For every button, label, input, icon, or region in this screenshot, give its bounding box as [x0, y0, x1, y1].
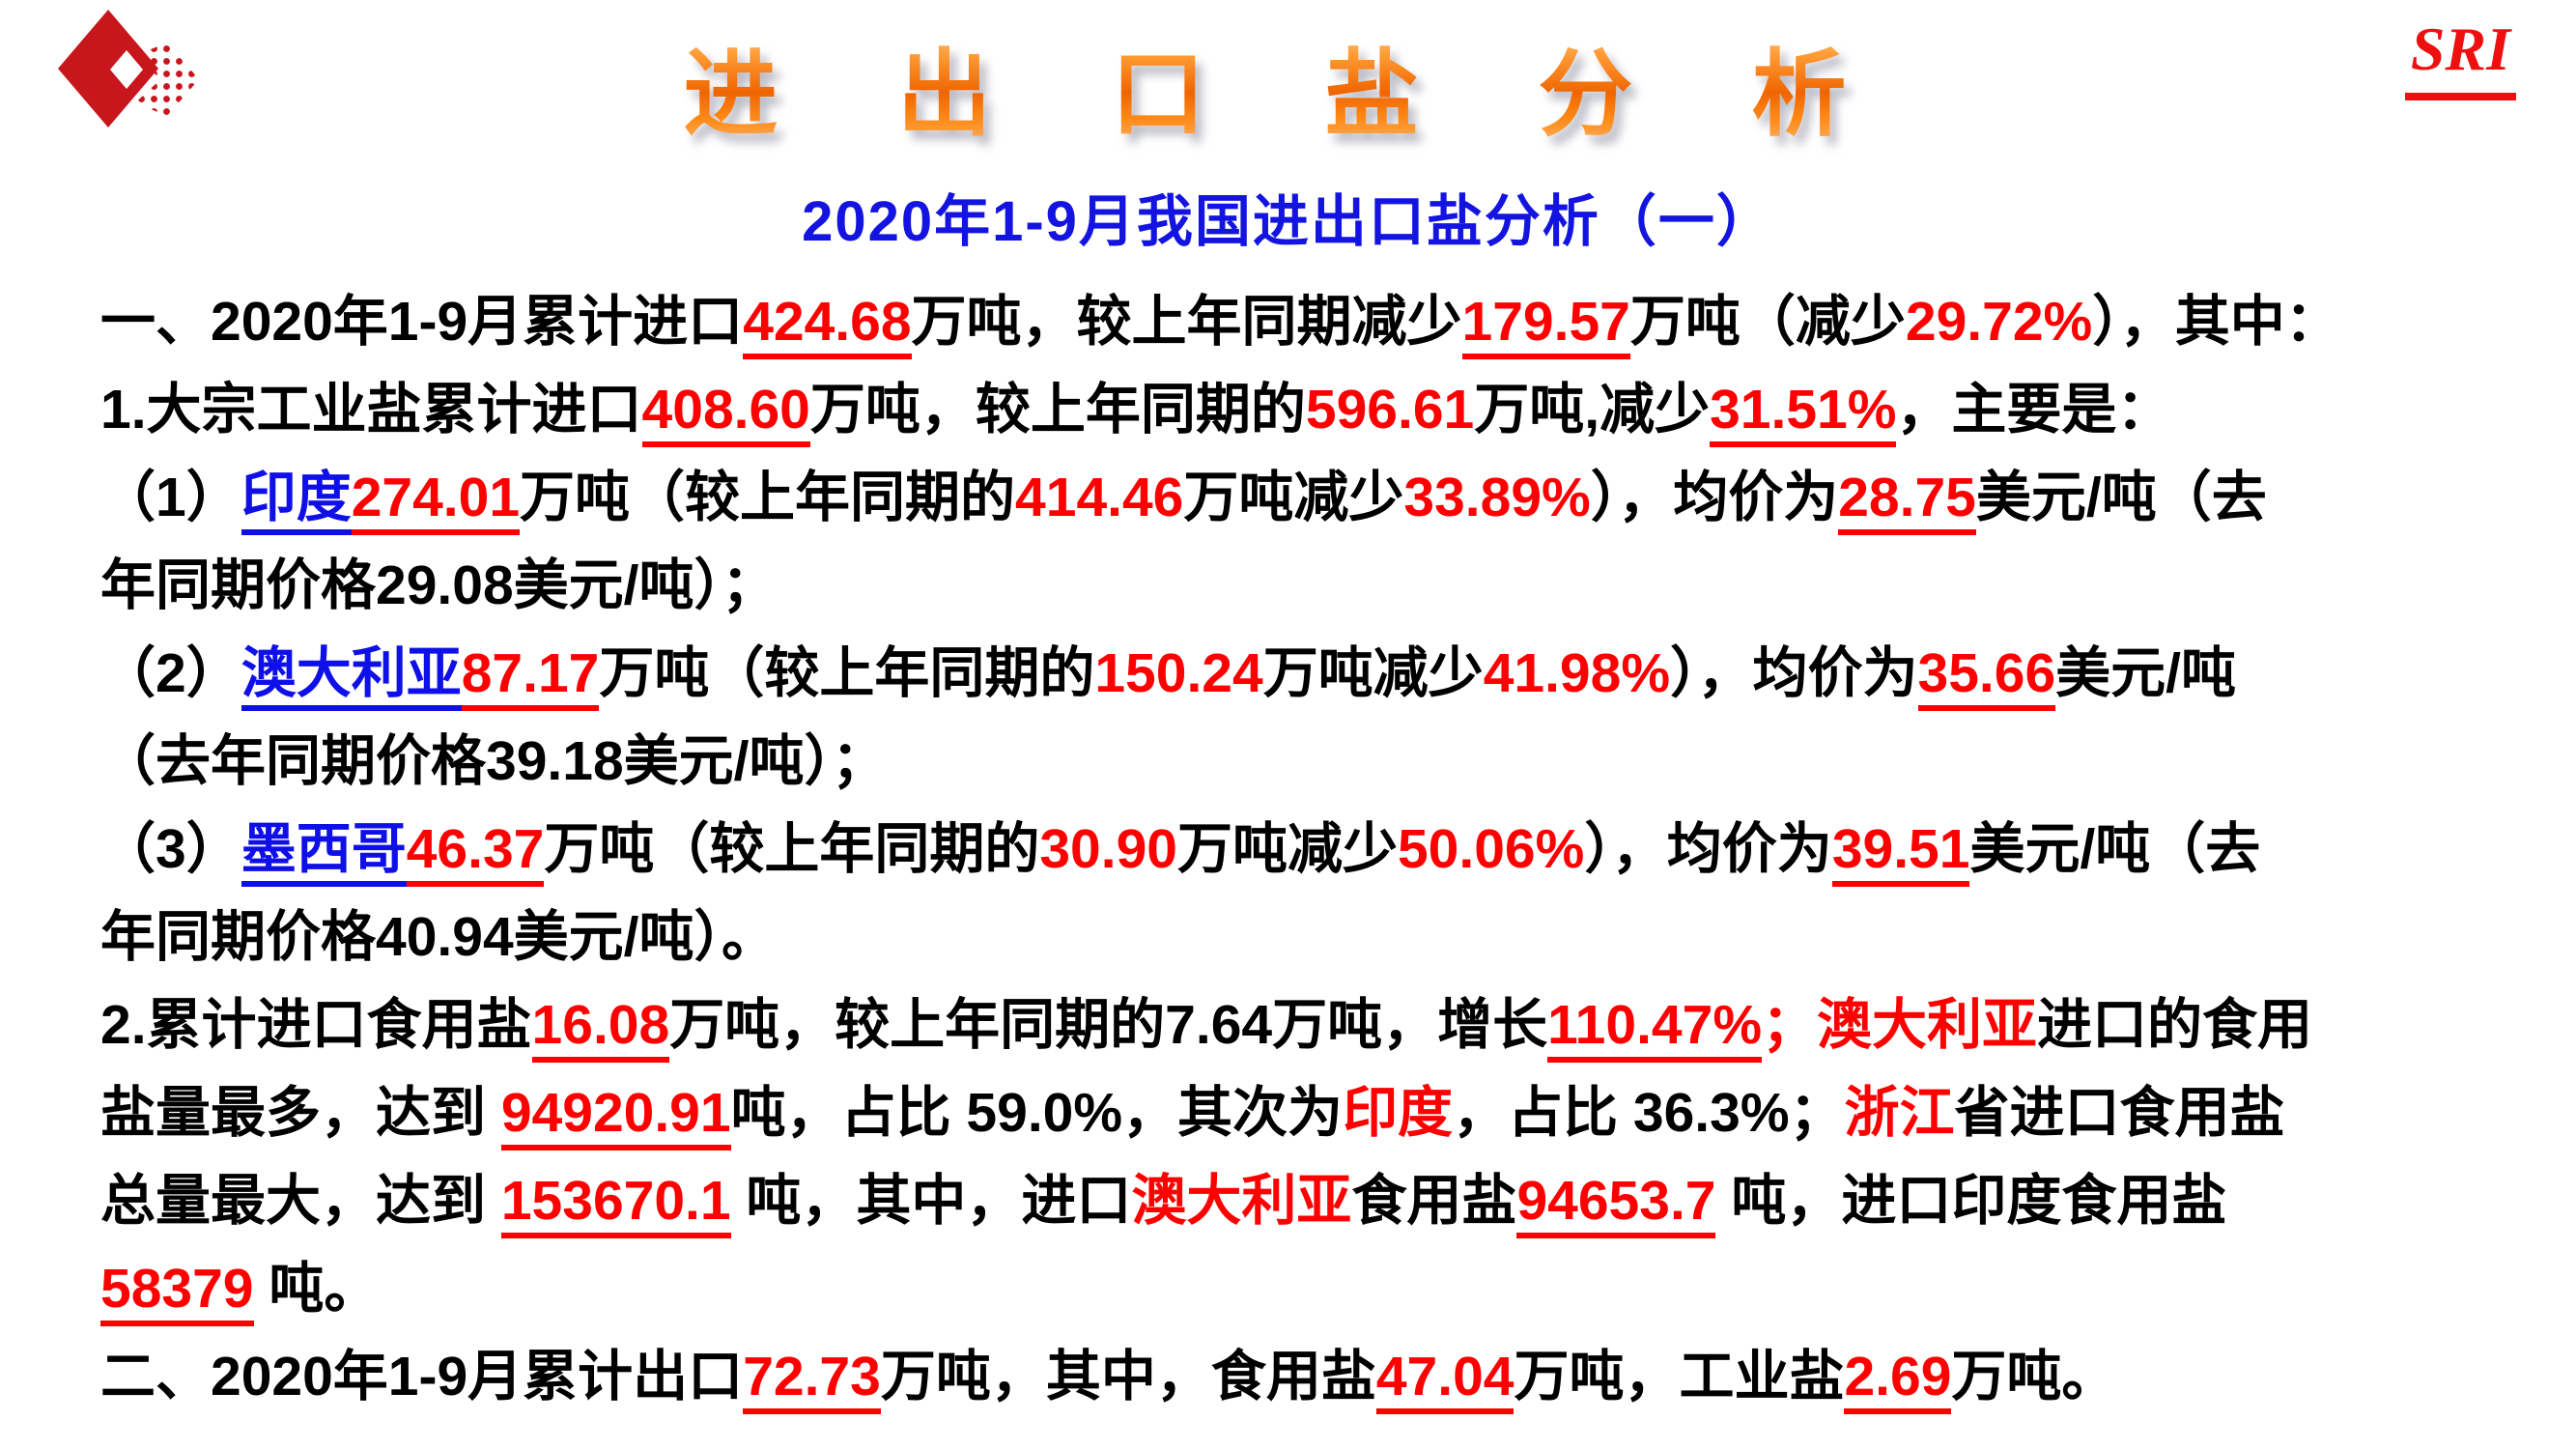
text-segment: 年同期价格40.94美元/吨）。 — [100, 906, 777, 968]
text-segment: 万吨（较上年同期的 — [520, 467, 1016, 528]
text-segment: 二、2020年1-9月累计出口 — [100, 1346, 744, 1407]
text-segment: 414.46 — [1015, 467, 1184, 528]
text-segment: 万吨。 — [1951, 1346, 2117, 1407]
text-segment: 万吨（较上年同期的 — [544, 818, 1040, 880]
text-segment: ），均价为 — [1590, 467, 1839, 528]
text-segment: 179.57 — [1461, 291, 1630, 359]
text-segment: （3） — [100, 818, 241, 880]
text-segment: 盐量最多，达到 — [100, 1082, 501, 1144]
text-segment: 16.08 — [531, 994, 670, 1063]
text-segment: 2.69 — [1844, 1346, 1952, 1414]
text-segment: 吨，其中，进口 — [730, 1170, 1132, 1232]
text-segment: 万吨减少 — [1262, 642, 1484, 704]
body-line: 年同期价格29.08美元/吨）； — [100, 542, 2481, 630]
text-segment: 110.47% — [1547, 994, 1763, 1063]
text-segment: 41.98% — [1483, 642, 1671, 704]
text-segment: 58379 — [100, 1258, 254, 1326]
text-segment: 万吨（较上年同期的 — [599, 642, 1095, 704]
text-segment: 吨，占比 59.0%，其次为 — [730, 1082, 1344, 1144]
text-segment: 28.75 — [1838, 467, 1976, 535]
text-segment: 印度 — [241, 467, 352, 535]
body-line: 1.大宗工业盐累计进口408.60万吨，较上年同期的596.61万吨,减少31.… — [100, 366, 2481, 454]
text-segment: 39.51 — [1831, 818, 1970, 887]
body-line: 总量最大，达到 153670.1 吨，其中，进口澳大利亚食用盐94653.7 吨… — [100, 1157, 2481, 1245]
text-segment: 万吨，工业盐 — [1514, 1346, 1845, 1407]
body-text: 一、2020年1-9月累计进口424.68万吨，较上年同期减少179.57万吨（… — [100, 278, 2481, 1421]
text-segment: 美元/吨（去 — [1975, 467, 2267, 528]
body-line: 年同期价格40.94美元/吨）。 — [100, 894, 2481, 981]
text-segment: ），均价为 — [1584, 818, 1832, 880]
text-segment: 进口的食用 — [2037, 994, 2313, 1056]
body-line: 58379 吨。 — [100, 1245, 2481, 1333]
text-segment: 万吨，较上年同期的7.64万吨，增长 — [669, 994, 1548, 1056]
body-line: （去年同期价格39.18美元/吨）； — [100, 718, 2481, 806]
text-segment: 万吨，较上年同期的 — [809, 379, 1306, 440]
text-segment: 年同期价格29.08美元/吨）； — [100, 554, 777, 616]
text-segment: 万吨减少 — [1183, 467, 1404, 528]
text-segment: 30.90 — [1039, 818, 1177, 880]
text-segment: 150.24 — [1094, 642, 1263, 704]
text-segment: 72.73 — [743, 1346, 881, 1414]
text-segment: ；澳大利亚 — [1762, 994, 2038, 1056]
text-segment: 吨，进口印度食用盐 — [1715, 1170, 2227, 1232]
red-diamond-logo — [50, 6, 199, 133]
text-segment: 35.66 — [1917, 642, 2056, 711]
text-segment: 33.89% — [1403, 467, 1591, 528]
sri-watermark: SRI — [2404, 14, 2516, 100]
text-segment: ，主要是： — [1896, 379, 2172, 440]
text-segment: 吨。 — [253, 1258, 380, 1320]
text-segment: 美元/吨（去 — [1969, 818, 2261, 880]
page-title: 进 出 口 盐 分 析 — [0, 17, 2576, 155]
text-segment: 1.大宗工业盐累计进口 — [100, 379, 642, 440]
text-segment: 274.01 — [351, 467, 521, 535]
body-line: 2.累计进口食用盐16.08万吨，较上年同期的7.64万吨，增长110.47%；… — [100, 981, 2481, 1069]
text-segment: 408.60 — [641, 379, 810, 447]
text-segment: 万吨（减少 — [1629, 291, 1906, 353]
text-segment: 浙江 — [1844, 1082, 1955, 1144]
text-segment: 万吨，其中，食用盐 — [880, 1346, 1376, 1407]
body-line: 二、2020年1-9月累计出口72.73万吨，其中，食用盐47.04万吨，工业盐… — [100, 1333, 2481, 1421]
text-segment: （去年同期价格39.18美元/吨）； — [100, 730, 887, 792]
body-line: 一、2020年1-9月累计进口424.68万吨，较上年同期减少179.57万吨（… — [100, 278, 2481, 366]
body-line: （2）澳大利亚87.17万吨（较上年同期的150.24万吨减少41.98%），均… — [100, 630, 2481, 718]
text-segment: ，占比 36.3%； — [1453, 1082, 1845, 1144]
text-segment: 94920.91 — [500, 1082, 731, 1151]
text-segment: 省进口食用盐 — [1954, 1082, 2285, 1144]
text-segment: 87.17 — [461, 642, 600, 711]
body-line: （1）印度274.01万吨（较上年同期的414.46万吨减少33.89%），均价… — [100, 454, 2481, 542]
text-segment: 万吨减少 — [1176, 818, 1398, 880]
text-segment: 墨西哥 — [241, 818, 407, 887]
text-segment: （2） — [100, 642, 241, 704]
text-segment: 50.06% — [1397, 818, 1585, 880]
body-line: 盐量最多，达到 94920.91吨，占比 59.0%，其次为印度，占比 36.3… — [100, 1069, 2481, 1157]
text-segment: 94653.7 — [1516, 1170, 1716, 1238]
text-segment: 424.68 — [743, 291, 912, 359]
text-segment: （1） — [100, 467, 241, 528]
body-line: （3）墨西哥46.37万吨（较上年同期的30.90万吨减少50.06%），均价为… — [100, 806, 2481, 894]
text-segment: 美元/吨 — [2055, 642, 2236, 704]
text-segment: 澳大利亚 — [241, 642, 462, 711]
page-subtitle: 2020年1-9月我国进出口盐分析（一） — [802, 190, 1774, 253]
text-segment: 46.37 — [406, 818, 545, 887]
text-segment: 153670.1 — [500, 1170, 731, 1238]
text-segment: 万吨，较上年同期减少 — [911, 291, 1462, 353]
text-segment: ），均价为 — [1670, 642, 1918, 704]
text-segment: 29.72% — [1905, 291, 2093, 353]
text-segment: 印度 — [1343, 1082, 1454, 1144]
text-segment: 澳大利亚 — [1131, 1170, 1352, 1232]
text-segment: 万吨,减少 — [1474, 379, 1711, 440]
text-segment: 一、2020年1-9月累计进口 — [100, 291, 744, 353]
text-segment: ），其中： — [2092, 291, 2340, 353]
text-segment: 596.61 — [1305, 379, 1475, 440]
text-segment: 2.累计进口食用盐 — [100, 994, 532, 1056]
text-segment: 31.51% — [1710, 379, 1897, 447]
text-segment: 总量最大，达到 — [100, 1170, 501, 1232]
text-segment: 47.04 — [1375, 1346, 1514, 1414]
text-segment: 食用盐 — [1351, 1170, 1517, 1232]
